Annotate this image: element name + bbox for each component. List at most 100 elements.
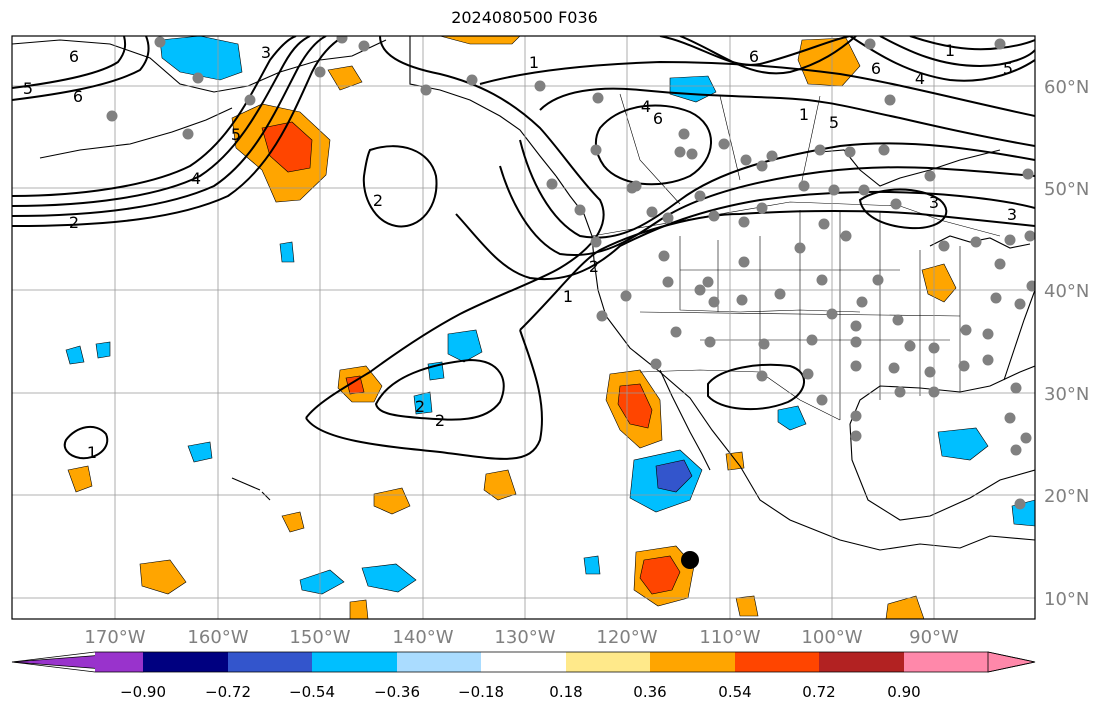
contour-label: 5 (23, 79, 33, 98)
positive-anomaly-mid-pacific-core (345, 375, 365, 395)
station-marker (574, 204, 586, 216)
station-marker (894, 386, 906, 398)
lat-label: 50°N (1044, 179, 1089, 200)
colorbar-segment (143, 652, 228, 672)
lon-label: 130°W (494, 627, 555, 648)
mexico-east (849, 423, 1035, 521)
station-marker (758, 338, 770, 350)
contour-main-3 (519, 139, 1035, 239)
station-marker (1026, 280, 1035, 292)
contour-label: 1 (87, 443, 97, 462)
positive-anomaly-blob-8 (349, 599, 369, 619)
contour-jet-1 (12, 36, 297, 197)
contour-label: 1 (799, 105, 809, 124)
lon-label: 110°W (699, 627, 760, 648)
graticule (12, 36, 1035, 619)
station-marker (686, 148, 698, 160)
contour-ridge-3 (374, 358, 505, 421)
negative-anomaly-blob-2 (299, 569, 345, 595)
station-marker (1014, 298, 1026, 310)
colorbar-segment (312, 652, 397, 672)
contour-main-1 (455, 190, 1035, 281)
station-marker (708, 210, 720, 222)
positive-anomaly-blob-1 (373, 487, 411, 515)
colorbar-segment (650, 652, 735, 672)
positive-anomaly-blob-5 (67, 465, 93, 493)
colorbar (11, 651, 1036, 673)
contour-label: 6 (653, 109, 663, 128)
station-marker (420, 84, 432, 96)
lon-label: 120°W (596, 627, 657, 648)
station-marker (856, 296, 868, 308)
station-marker (892, 314, 904, 326)
contour-label: 6 (749, 47, 759, 66)
station-marker (828, 184, 840, 196)
station-marker (694, 190, 706, 202)
contour-low-ne-2 (12, 36, 127, 89)
station-marker (872, 274, 884, 286)
station-marker (1020, 432, 1032, 444)
station-marker (662, 276, 674, 288)
contour-label: 1 (529, 53, 539, 72)
lat-label: 60°N (1044, 77, 1089, 98)
lon-label: 150°W (289, 627, 350, 648)
station-marker (650, 358, 662, 370)
hawaii-2 (261, 491, 271, 501)
station-marker (850, 336, 862, 348)
contour-label: 5 (829, 113, 839, 132)
contour-main-4 (539, 87, 1035, 147)
station-markers (106, 36, 1035, 510)
positive-anomaly-core (261, 121, 313, 173)
positive-anomaly-blob-2 (483, 469, 517, 501)
lat-label: 10°N (1044, 589, 1089, 610)
station-marker (924, 366, 936, 378)
negative-anomaly-bering (159, 36, 243, 81)
contour-label: 3 (1007, 205, 1017, 224)
station-marker (850, 410, 862, 422)
station-marker (928, 342, 940, 354)
lon-label: 100°W (801, 627, 862, 648)
aleutians (39, 107, 233, 159)
station-marker (994, 258, 1006, 270)
lon-label: 170°W (84, 627, 145, 648)
station-marker (630, 180, 642, 192)
station-marker (1004, 234, 1016, 246)
station-marker (884, 94, 896, 106)
contour-label: 3 (929, 193, 939, 212)
station-marker (1010, 382, 1022, 394)
station-marker (904, 340, 916, 352)
colorbar-tick-label: −0.72 (205, 683, 251, 701)
contour-label: 1 (945, 41, 955, 60)
station-marker (766, 150, 778, 162)
station-marker (878, 144, 890, 156)
station-marker (990, 292, 1002, 304)
station-marker (466, 74, 478, 86)
station-marker (840, 230, 852, 242)
contour-north-2 (679, 36, 857, 75)
station-marker (818, 218, 830, 230)
station-marker (756, 370, 768, 382)
station-marker (844, 146, 856, 158)
station-marker (814, 144, 826, 156)
lat-label: 30°N (1044, 384, 1089, 405)
contour-label: 5 (231, 125, 241, 144)
station-marker (662, 212, 674, 224)
colorbar-tick-label: 0.72 (802, 683, 835, 701)
station-marker (858, 184, 870, 196)
colorbar-tick-label: −0.36 (374, 683, 420, 701)
contour-ridge (305, 36, 605, 419)
station-marker (1014, 498, 1026, 510)
contour-north-1 (659, 36, 851, 66)
contour-label: 2 (373, 191, 383, 210)
contour-label: 2 (69, 213, 79, 232)
map-title: 2024080500 F036 (451, 8, 598, 27)
contour-jet-2 (12, 36, 311, 207)
colorbar-tick-label: 0.90 (887, 683, 920, 701)
station-marker (938, 240, 950, 252)
station-marker (806, 334, 818, 346)
station-marker (738, 256, 750, 268)
contour-jet-4 (12, 36, 345, 227)
negative-anomaly-blob-5 (187, 441, 213, 463)
colorbar-segment (566, 652, 650, 672)
contour-jet-3 (12, 36, 327, 217)
